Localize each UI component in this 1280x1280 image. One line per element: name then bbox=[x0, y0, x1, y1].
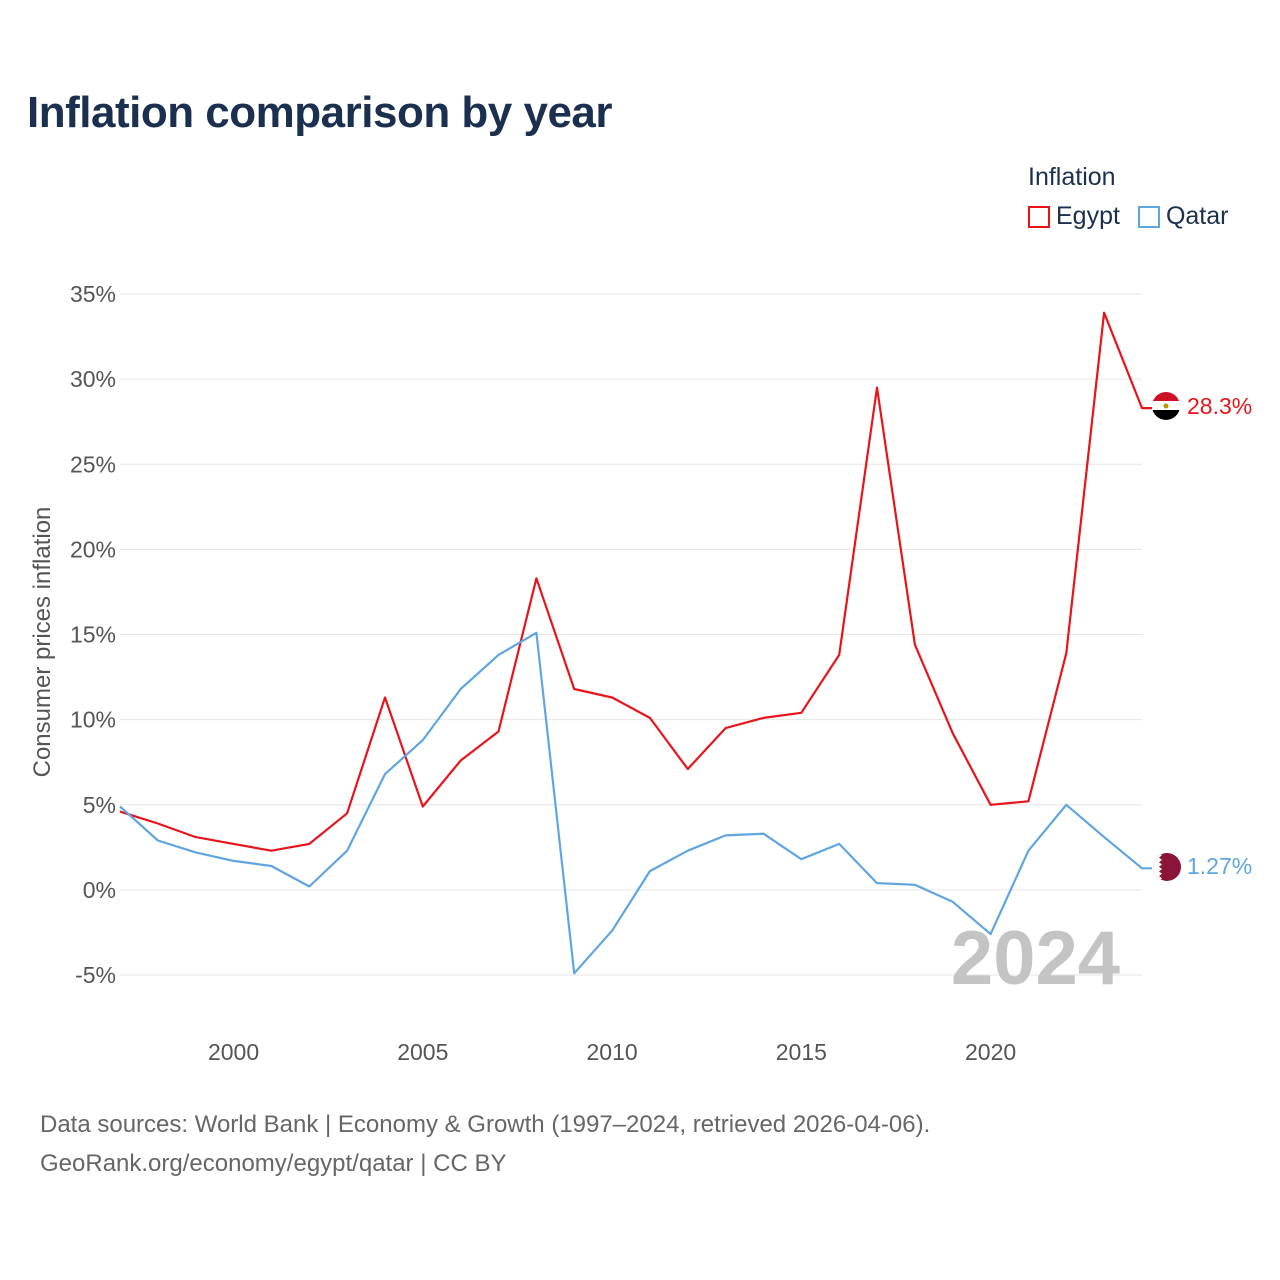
end-value-qatar: 1.27% bbox=[1187, 853, 1252, 879]
y-tick-label: 25% bbox=[70, 451, 116, 477]
legend-label-qatar: Qatar bbox=[1165, 202, 1229, 230]
legend-item-egypt[interactable]: Egypt bbox=[1028, 202, 1120, 231]
x-axis-ticks: 2000 2005 2010 2015 2020 bbox=[208, 1039, 1016, 1065]
y-tick-label: 5% bbox=[83, 792, 116, 818]
y-tick-label: 15% bbox=[70, 622, 116, 648]
y-tick-label: 20% bbox=[70, 536, 116, 562]
legend-item-qatar[interactable]: Qatar bbox=[1137, 202, 1229, 231]
x-tick-label: 2000 bbox=[208, 1039, 259, 1065]
year-watermark: 2024 bbox=[951, 916, 1120, 1001]
x-tick-label: 2015 bbox=[776, 1039, 827, 1065]
chart-title: Inflation comparison by year bbox=[27, 88, 613, 137]
y-tick-label: 0% bbox=[83, 877, 116, 903]
egypt-flag-icon bbox=[1152, 392, 1180, 420]
x-tick-label: 2010 bbox=[586, 1039, 637, 1065]
x-tick-label: 2005 bbox=[397, 1039, 448, 1065]
legend-swatch-qatar bbox=[1137, 205, 1160, 228]
y-axis-ticks: -5% 0% 5% 10% 15% 20% 25% 30% 35% bbox=[70, 281, 116, 988]
data-source-text: Data sources: World Bank | Economy & Gro… bbox=[40, 1111, 931, 1138]
y-axis-label: Consumer prices inflation bbox=[29, 507, 56, 778]
legend-title: Inflation bbox=[1028, 163, 1116, 191]
series-lines bbox=[119, 311, 1152, 975]
source-url-text: GeoRank.org/economy/egypt/qatar | CC BY bbox=[40, 1150, 507, 1177]
y-tick-label: 35% bbox=[70, 281, 116, 307]
y-tick-label: -5% bbox=[75, 962, 116, 988]
footer: Data sources: World Bank | Economy & Gro… bbox=[40, 1105, 930, 1183]
series-line-qatar bbox=[119, 631, 1152, 975]
grid-lines bbox=[120, 293, 1142, 976]
qatar-flag-icon bbox=[1153, 853, 1181, 881]
line-chart: -5%0%5%10%15%20%25%30%35% 2000 2005 2010 20… bbox=[29, 281, 1252, 1065]
x-tick-label: 2020 bbox=[965, 1039, 1016, 1065]
legend-label-egypt: Egypt bbox=[1056, 202, 1120, 230]
series-line-egypt bbox=[119, 311, 1152, 852]
end-value-egypt: 28.3% bbox=[1187, 393, 1252, 419]
y-tick-label: 10% bbox=[70, 707, 116, 733]
legend: Inflation Egypt Qatar bbox=[1028, 160, 1228, 231]
y-tick-label: 30% bbox=[70, 366, 116, 392]
legend-swatch-egypt bbox=[1028, 205, 1050, 228]
